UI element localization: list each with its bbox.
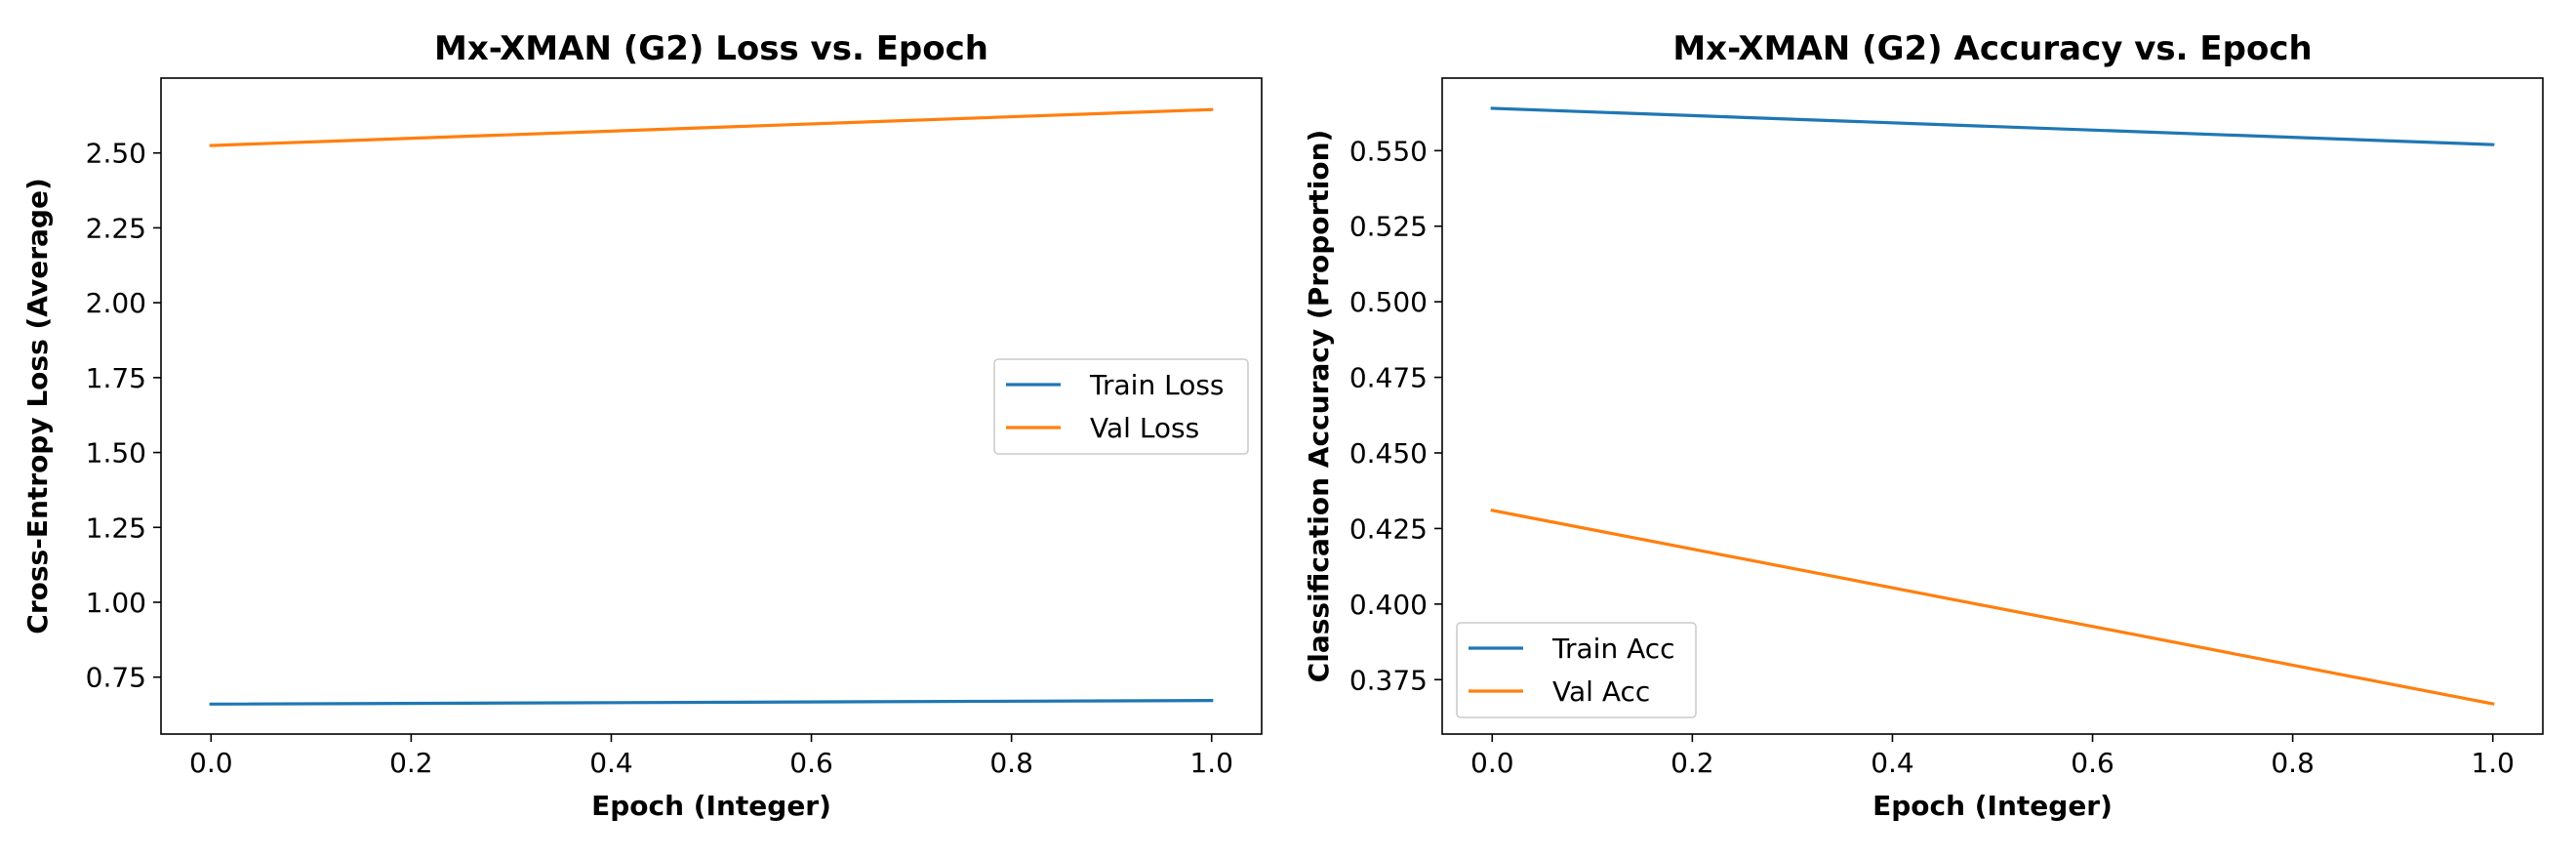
x-tick-label: 0.8 [989, 747, 1033, 779]
x-tick-label: 0.2 [389, 747, 433, 779]
x-tick-label: 0.4 [589, 747, 633, 779]
y-tick-label: 0.450 [1349, 437, 1428, 470]
x-tick-label: 0.2 [1670, 747, 1714, 779]
legend-box [993, 358, 1249, 455]
series-line-val-acc [1490, 508, 2495, 706]
y-tick-label: 0.400 [1349, 589, 1428, 621]
plot-frame [160, 77, 1263, 735]
y-tick-label: 0.375 [1349, 664, 1428, 696]
y-tick-label: 2.25 [86, 212, 146, 244]
x-axis-label: Epoch (Integer) [1872, 790, 2113, 822]
legend: Train Loss Val Loss [993, 358, 1249, 455]
y-tick-label: 1.25 [86, 511, 146, 544]
y-tick-label: 0.475 [1349, 362, 1428, 394]
y-tick-label: 0.425 [1349, 512, 1428, 545]
legend-label: Val Loss [1090, 412, 1199, 444]
legend-box [1456, 622, 1697, 718]
y-tick-label: 1.00 [86, 587, 146, 619]
accuracy-chart: Mx-XMAN (G2) Accuracy vs. Epoch 0.0 0.2 0.4… [1303, 29, 2544, 822]
y-axis-label: Cross-Entropy Loss (Average) [21, 178, 54, 634]
x-axis-label: Epoch (Integer) [591, 790, 831, 822]
x-tick-label: 0.0 [189, 747, 233, 779]
y-axis-label: Classification Accuracy (Proportion) [1303, 130, 1335, 683]
y-tick-label: 1.75 [86, 362, 146, 394]
y-tick-label: 0.550 [1349, 135, 1428, 167]
x-tick-label: 1.0 [1189, 747, 1233, 779]
x-tick-label: 1.0 [2471, 747, 2515, 779]
series-line-train-acc [1490, 106, 2495, 146]
legend-label: Train Loss [1089, 369, 1225, 401]
legend-label: Val Acc [1552, 675, 1650, 708]
series-line-val-loss [209, 107, 1214, 147]
y-tick-label: 0.500 [1349, 286, 1428, 318]
series-line-train-loss [209, 699, 1214, 706]
chart-title: Mx-XMAN (G2) Loss vs. Epoch [434, 29, 988, 68]
y-tick-label: 0.525 [1349, 211, 1428, 243]
y-tick-label: 2.00 [86, 287, 146, 319]
legend-label: Train Acc [1551, 633, 1675, 665]
chart-title: Mx-XMAN (G2) Accuracy vs. Epoch [1672, 29, 2312, 68]
y-tick-label: 1.50 [86, 437, 146, 470]
plot-frame [1441, 77, 2544, 735]
loss-chart: Mx-XMAN (G2) Loss vs. Epoch 0.0 0.2 0.4 0.6 0… [21, 29, 1263, 822]
legend: Train Acc Val Acc [1456, 622, 1697, 718]
x-tick-label: 0.6 [789, 747, 833, 779]
x-tick-label: 0.4 [1871, 747, 1914, 779]
x-tick-label: 0.6 [2071, 747, 2114, 779]
x-tick-label: 0.8 [2271, 747, 2314, 779]
y-tick-label: 2.50 [86, 138, 146, 170]
x-tick-label: 0.0 [1470, 747, 1514, 779]
y-tick-label: 0.75 [86, 662, 146, 694]
